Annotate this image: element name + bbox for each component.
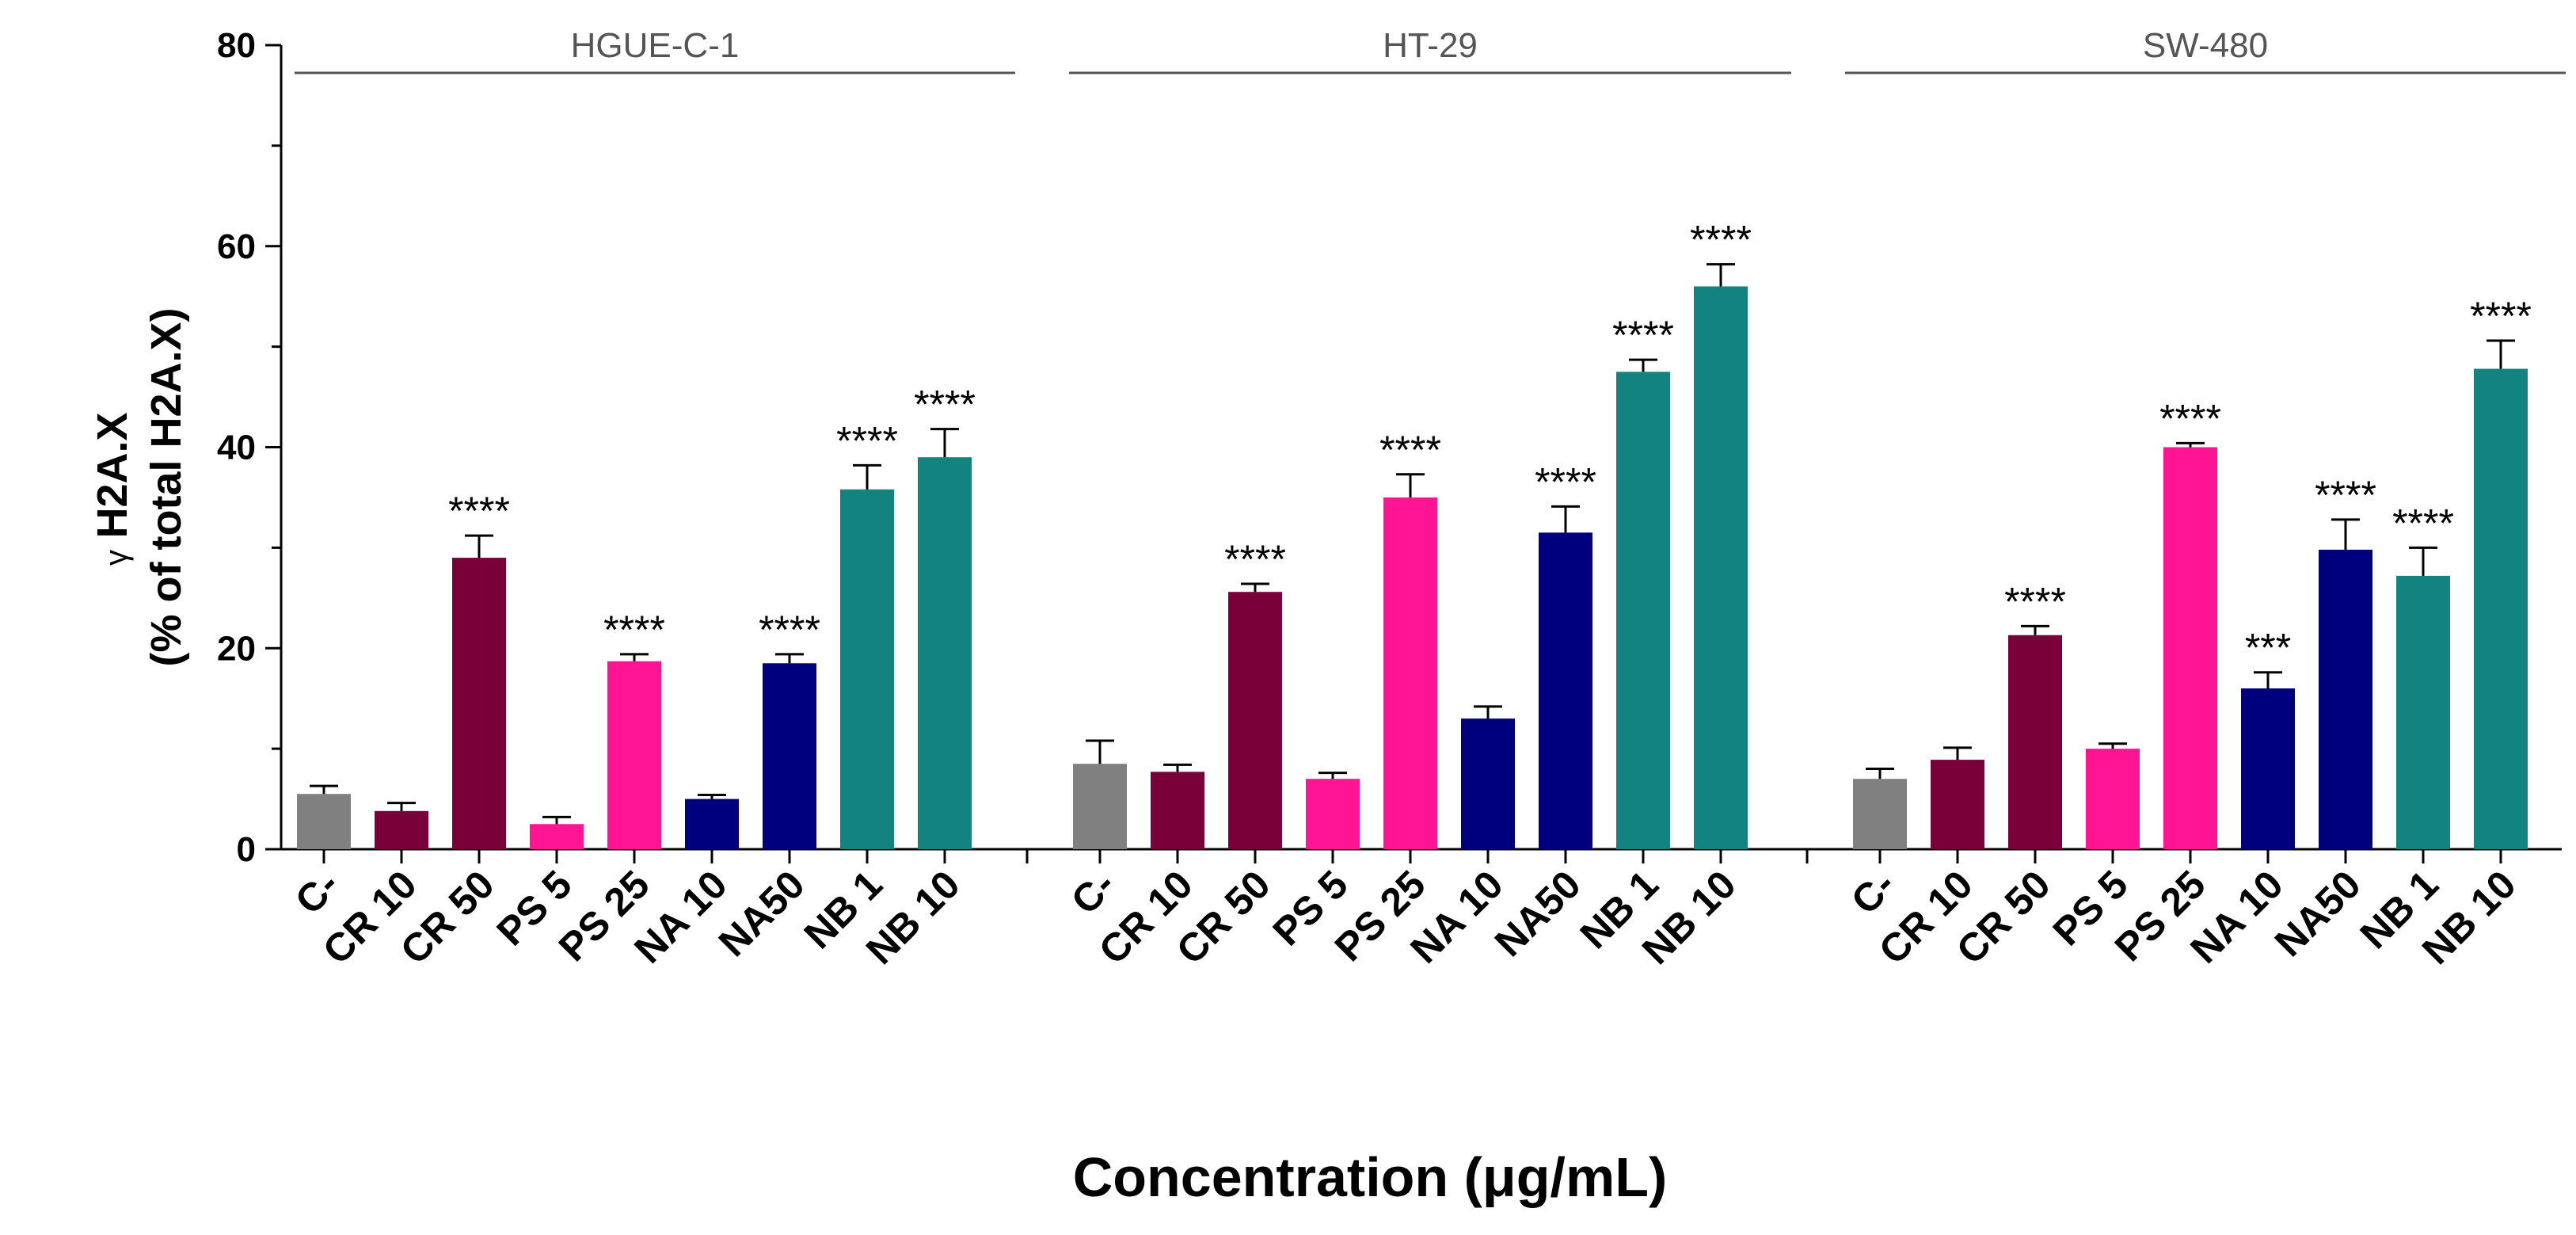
bar: [1461, 719, 1515, 849]
y-tick-label: 60: [217, 227, 256, 266]
bar: [1616, 372, 1670, 849]
bar: [2319, 549, 2372, 849]
significance-label: ****: [603, 608, 665, 652]
significance-label: ****: [1612, 313, 1674, 357]
group-header-label: HGUE-C-1: [571, 26, 740, 65]
bar: [1853, 779, 1907, 849]
bar: [1383, 497, 1437, 849]
x-tick-label: C-: [1843, 862, 1904, 923]
significance-label: ****: [2470, 294, 2532, 338]
bar: [763, 663, 816, 849]
bar: [1539, 532, 1592, 849]
bar: [1228, 592, 1282, 849]
bar: [685, 799, 739, 849]
y-axis-title: γ H2A.X (% of total H2A.X): [89, 308, 190, 667]
bar: [918, 457, 972, 849]
significance-label: ****: [1690, 218, 1752, 262]
x-tick-label: NA50: [710, 862, 813, 965]
significance-label: ****: [1379, 428, 1441, 472]
bar: [1931, 760, 1984, 849]
bar: [2474, 368, 2528, 850]
significance-label: ***: [2245, 626, 2291, 670]
bar: [840, 489, 894, 849]
bar: [2241, 688, 2295, 849]
x-tick-label: C-: [287, 862, 348, 923]
significance-label: ****: [914, 383, 976, 427]
y-axis-title-line1: H2A.X: [89, 412, 136, 538]
bar: [1306, 779, 1360, 849]
y-tick-label: 20: [217, 629, 256, 668]
x-axis-title: Concentration (μg/mL): [1073, 1146, 1668, 1208]
y-tick-label: 0: [237, 830, 256, 869]
significance-label: ****: [1224, 537, 1286, 581]
significance-label: ****: [1535, 459, 1596, 504]
bar: [2163, 447, 2217, 849]
significance-label: ****: [2392, 501, 2454, 545]
bar: [2396, 575, 2450, 849]
bar: [1073, 764, 1127, 849]
bar: [452, 558, 506, 849]
x-tick-label: NA50: [1486, 862, 1589, 965]
significance-label: ****: [836, 418, 898, 463]
bar: [1151, 772, 1204, 849]
bar: [375, 810, 428, 849]
bar: [297, 794, 351, 849]
x-tick-label: C-: [1063, 862, 1124, 923]
bar: [607, 661, 661, 849]
significance-label: ****: [448, 489, 510, 533]
y-tick-label: 40: [217, 429, 256, 467]
y-tick-label: 80: [217, 26, 256, 65]
significance-label: ****: [2004, 579, 2066, 623]
significance-label: ****: [2315, 473, 2376, 517]
y-axis-title-line2: (% of total H2A.X): [143, 308, 190, 667]
x-tick-label: NA50: [2266, 862, 2369, 965]
group-header-label: SW-480: [2143, 26, 2268, 65]
bar: [1694, 286, 1748, 849]
group-header-label: HT-29: [1383, 26, 1478, 65]
bar: [530, 824, 584, 849]
significance-label: ****: [759, 608, 820, 652]
bar: [2086, 749, 2140, 849]
bar: [2008, 635, 2062, 849]
bars: [297, 263, 2528, 850]
y-axis-title-prefix: γ: [99, 550, 134, 566]
significance-label: ****: [2159, 396, 2221, 440]
